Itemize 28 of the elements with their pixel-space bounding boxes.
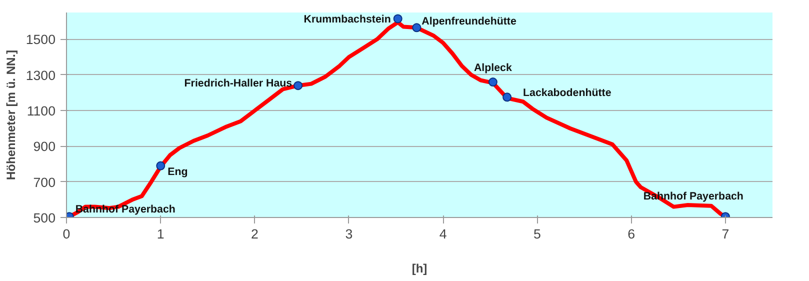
x-tick-label: 0 bbox=[62, 226, 70, 242]
point bbox=[294, 81, 303, 90]
x-tick-label: 1 bbox=[156, 226, 164, 242]
x-tick-label: 3 bbox=[345, 226, 353, 242]
point bbox=[488, 78, 498, 87]
annotation: Eng bbox=[168, 166, 188, 178]
point bbox=[412, 23, 422, 32]
annotation: Lackabodenhütte bbox=[523, 87, 612, 100]
y-tick-label: 900 bbox=[33, 139, 56, 154]
x-axis-title: [h] bbox=[412, 262, 428, 276]
x-tick-label: 7 bbox=[722, 226, 730, 242]
y-tick-label: 1500 bbox=[26, 32, 56, 48]
point bbox=[393, 14, 402, 24]
point bbox=[156, 161, 166, 170]
y-tick-label: 1100 bbox=[26, 104, 56, 119]
y-tick-label: 700 bbox=[33, 174, 56, 190]
y-tick-label: 500 bbox=[33, 210, 56, 226]
annotation: Friedrich-Haller Haus bbox=[184, 78, 292, 90]
x-tick-label: 2 bbox=[251, 226, 258, 242]
x-tick-label: 5 bbox=[533, 226, 541, 242]
y-tick-label: 1300 bbox=[26, 68, 56, 83]
annotation: Alpleck bbox=[474, 62, 512, 74]
x-tick-label: 6 bbox=[628, 226, 636, 242]
annotation: Krummbachstein bbox=[304, 14, 391, 26]
x-tick-label: 4 bbox=[439, 226, 448, 242]
point bbox=[502, 92, 512, 102]
y-axis-title: Höhenmeter [m ü. NN.] bbox=[4, 50, 18, 180]
annotation: Alpenfreundehütte bbox=[422, 16, 516, 28]
